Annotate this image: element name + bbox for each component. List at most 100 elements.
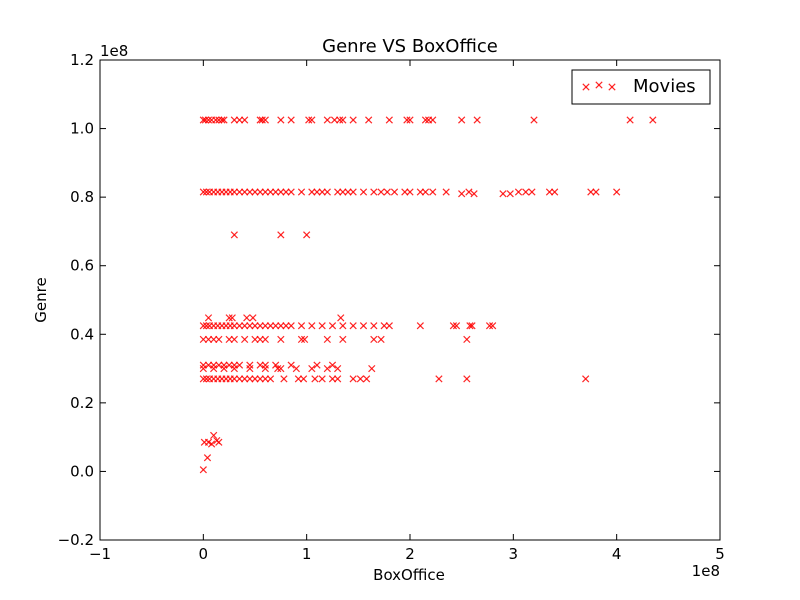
data-point: [230, 231, 238, 239]
data-point: [199, 116, 207, 124]
data-point: [406, 116, 414, 124]
y-axis-offset-label: 1e8: [100, 42, 128, 60]
data-point: [308, 322, 316, 330]
legend-markers: [582, 81, 616, 91]
data-point: [323, 116, 331, 124]
y-axis-label: Genre: [32, 277, 50, 322]
data-point: [235, 361, 244, 369]
data-point: [406, 188, 414, 196]
data-point: [313, 188, 321, 196]
data-point: [416, 322, 424, 330]
data-point: [251, 335, 259, 344]
data-point: [377, 335, 385, 344]
data-point: [202, 322, 211, 330]
data-point: [220, 364, 228, 373]
data-point: [359, 188, 368, 196]
data-point: [292, 364, 300, 373]
data-point: [201, 116, 210, 124]
legend-box: [571, 69, 711, 105]
data-point: [235, 188, 244, 196]
data-point: [256, 322, 264, 330]
data-point: [308, 116, 316, 124]
data-point: [370, 335, 378, 344]
data-point: [311, 375, 319, 383]
data-point: [241, 188, 249, 196]
data-point: [308, 188, 316, 196]
data-point: [385, 322, 393, 330]
y-tick-label: 0.4: [70, 325, 94, 343]
data-point: [551, 188, 559, 196]
x-axis-ticks: −1 0 1 2 3 4 5: [89, 60, 725, 563]
data-point: [359, 322, 368, 330]
data-point: [246, 188, 254, 196]
data-point: [287, 322, 295, 330]
data-point: [522, 188, 530, 196]
data-point: [421, 116, 430, 124]
data-point: [225, 335, 233, 344]
data-point: [202, 188, 211, 196]
data-point: [272, 322, 280, 330]
x-tick-label: 2: [405, 545, 415, 563]
data-point: [225, 361, 233, 369]
data-point: [339, 322, 347, 330]
data-point: [266, 375, 275, 383]
data-point: [649, 116, 657, 124]
data-point: [199, 466, 207, 474]
data-point: [215, 438, 223, 446]
data-point: [401, 188, 409, 196]
y-tick-label: 0.2: [70, 394, 94, 412]
data-point: [287, 361, 295, 369]
data-point: [230, 335, 238, 344]
x-tick-label: 3: [509, 545, 519, 563]
data-point: [344, 188, 352, 196]
data-point: [251, 188, 259, 196]
data-point: [452, 322, 461, 330]
data-point: [468, 322, 476, 330]
data-point: [204, 314, 213, 322]
data-point: [256, 335, 264, 344]
data-point: [215, 335, 223, 344]
data-point: [203, 454, 212, 462]
data-point: [297, 335, 306, 344]
data-point: [458, 116, 466, 124]
data-point: [251, 375, 259, 383]
data-point: [261, 335, 269, 344]
data-point: [328, 375, 337, 383]
data-point: [466, 322, 474, 330]
data-point: [199, 375, 207, 383]
data-point: [458, 190, 466, 198]
data-point: [230, 375, 238, 383]
legend: Movies: [571, 69, 711, 105]
data-point: [241, 335, 249, 344]
data-point: [334, 364, 342, 373]
data-point: [489, 322, 497, 330]
data-point: [328, 361, 337, 369]
data-point: [218, 116, 226, 124]
data-point: [258, 116, 266, 124]
data-point: [613, 188, 621, 196]
data-point: [246, 375, 254, 383]
data-point: [228, 314, 236, 322]
data-point: [282, 188, 290, 196]
data-point: [582, 375, 590, 383]
data-point: [220, 116, 228, 124]
y-tick-label: 0.0: [70, 462, 94, 480]
data-point: [299, 375, 308, 383]
data-point: [277, 364, 285, 373]
data-point: [334, 188, 342, 196]
data-point: [337, 314, 345, 322]
data-point: [280, 375, 288, 383]
data-point: [390, 188, 399, 196]
data-point: [266, 188, 275, 196]
data-point: [261, 188, 269, 196]
data-point: [261, 116, 269, 124]
data-point: [235, 375, 244, 383]
data-point: [323, 364, 331, 373]
data-point: [287, 188, 295, 196]
data-point: [383, 188, 391, 196]
data-point: [277, 188, 285, 196]
data-point: [514, 188, 523, 196]
data-point: [277, 322, 285, 330]
data-point: [349, 322, 357, 330]
data-point: [368, 364, 376, 373]
